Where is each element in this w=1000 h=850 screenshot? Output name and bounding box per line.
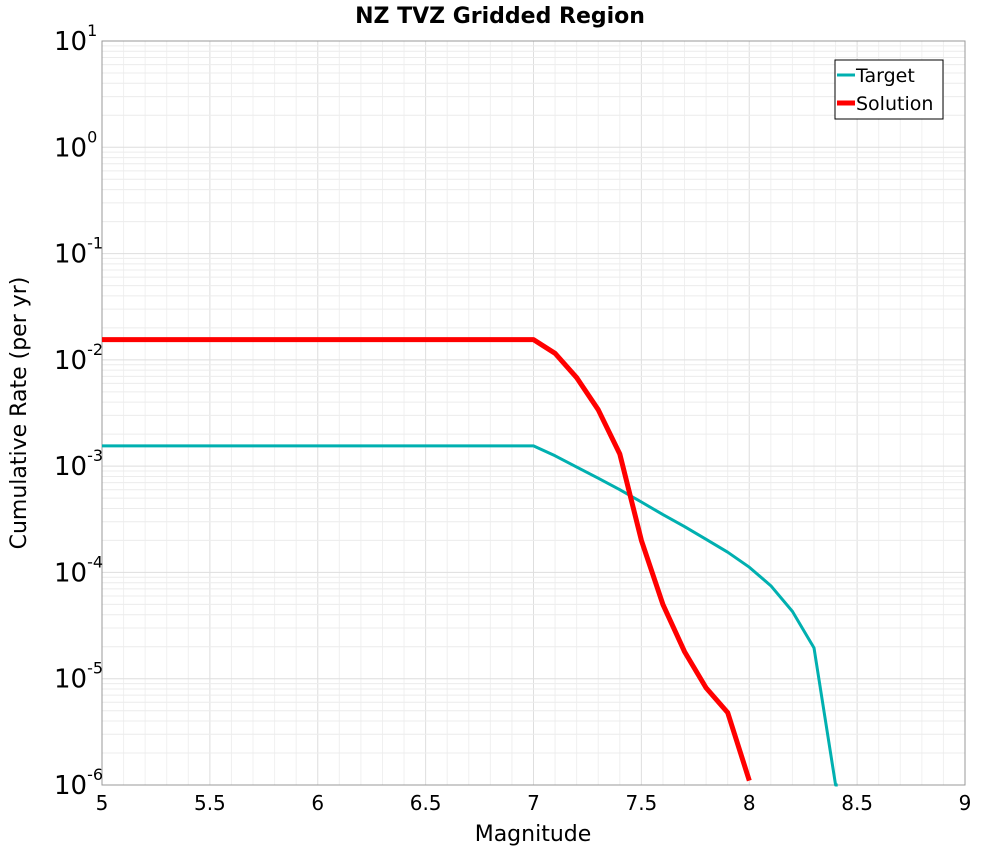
y-tick-exponent: -6 bbox=[87, 765, 103, 784]
svg-text:10-4: 10-4 bbox=[54, 552, 103, 588]
svg-text:100: 100 bbox=[54, 127, 97, 163]
y-tick-label: 10-1 bbox=[54, 234, 103, 270]
y-tick-label: 10-3 bbox=[54, 446, 103, 482]
y-tick-label: 10-6 bbox=[54, 765, 103, 801]
x-tick-label: 8 bbox=[743, 791, 756, 815]
y-axis-label: Cumulative Rate (per yr) bbox=[7, 277, 32, 550]
y-tick-base: 10 bbox=[54, 558, 87, 588]
y-tick-exponent: 0 bbox=[87, 127, 97, 146]
chart-title: NZ TVZ Gridded Region bbox=[355, 4, 645, 29]
y-tick-label: 10-2 bbox=[54, 340, 103, 376]
legend-box bbox=[834, 59, 944, 120]
y-tick-base: 10 bbox=[54, 665, 87, 695]
x-tick-label: 7.5 bbox=[625, 791, 657, 815]
y-tick-label: 101 bbox=[54, 21, 97, 57]
legend-label-solution: Solution bbox=[856, 93, 933, 115]
x-tick-label: 9 bbox=[959, 791, 972, 815]
y-tick-exponent: -1 bbox=[87, 234, 103, 253]
svg-text:101: 101 bbox=[54, 21, 97, 57]
svg-text:10-6: 10-6 bbox=[54, 765, 103, 801]
x-tick-label: 5.5 bbox=[194, 791, 226, 815]
svg-text:10-5: 10-5 bbox=[54, 659, 103, 695]
svg-text:10-1: 10-1 bbox=[54, 234, 103, 270]
x-tick-label: 6 bbox=[311, 791, 324, 815]
y-tick-base: 10 bbox=[54, 346, 87, 376]
y-tick-base: 10 bbox=[54, 771, 87, 801]
x-tick-label: 8.5 bbox=[841, 791, 873, 815]
y-tick-label: 10-5 bbox=[54, 659, 103, 695]
x-ticks: 5 5.5 6 6.5 7 7.5 8 8.5 9 bbox=[96, 791, 972, 815]
x-tick-label: 6.5 bbox=[410, 791, 442, 815]
series-layer bbox=[102, 337, 838, 787]
legend: Target Solution bbox=[834, 59, 944, 120]
series-line-solution bbox=[102, 337, 752, 782]
y-tick-exponent: -5 bbox=[87, 659, 103, 678]
y-tick-base: 10 bbox=[54, 27, 87, 57]
y-tick-base: 10 bbox=[54, 452, 87, 482]
y-tick-exponent: -3 bbox=[87, 446, 103, 465]
legend-label-target: Target bbox=[855, 65, 915, 87]
plot-frame bbox=[101, 40, 966, 786]
x-tick-label: 5 bbox=[96, 791, 109, 815]
series-line-target bbox=[102, 444, 838, 787]
grid bbox=[101, 41, 966, 786]
x-axis-label: Magnitude bbox=[475, 822, 592, 847]
y-tick-exponent: -4 bbox=[87, 552, 103, 571]
svg-text:10-3: 10-3 bbox=[54, 446, 103, 482]
y-tick-exponent: 1 bbox=[87, 21, 97, 40]
x-tick-label: 7 bbox=[527, 791, 540, 815]
y-tick-label: 100 bbox=[54, 127, 97, 163]
y-tick-base: 10 bbox=[54, 240, 87, 270]
y-tick-exponent: -2 bbox=[87, 340, 103, 359]
svg-text:10-2: 10-2 bbox=[54, 340, 103, 376]
y-tick-label: 10-4 bbox=[54, 552, 103, 588]
y-tick-base: 10 bbox=[54, 133, 87, 163]
